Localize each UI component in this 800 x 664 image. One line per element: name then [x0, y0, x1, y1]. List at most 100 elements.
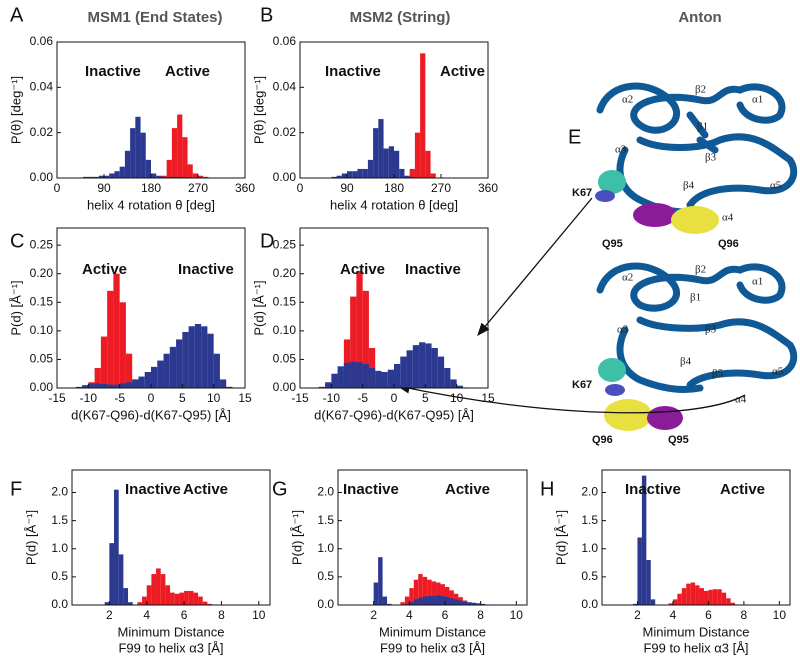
x-tick-label: 180: [384, 181, 404, 195]
x-tick-label: 8: [218, 608, 225, 622]
bar: [726, 598, 731, 605]
bar: [458, 600, 463, 605]
column-title: MSM1 (End States): [87, 9, 222, 26]
x-axis-label: d(K67-Q96)-d(K67-Q95) [Å]: [314, 407, 474, 422]
bar: [641, 475, 647, 605]
bar: [672, 599, 678, 605]
structure-label: β1: [690, 292, 701, 304]
bar: [337, 366, 344, 388]
x-tick-label: 6: [181, 608, 188, 622]
bar: [453, 599, 459, 605]
structure-label: β3: [705, 324, 717, 336]
bar: [456, 385, 463, 388]
series-label: Active: [183, 481, 228, 498]
panel-letter: E: [568, 126, 581, 148]
x-tick-label: 0: [54, 181, 61, 195]
y-tick-label: 0.10: [273, 323, 297, 337]
bar: [113, 384, 120, 388]
bar: [118, 554, 124, 605]
y-tick-label: 0.25: [30, 237, 54, 251]
y-axis-label: P(θ) [deg⁻¹]: [251, 76, 266, 144]
bar: [381, 372, 388, 388]
bar: [119, 166, 125, 178]
bar: [156, 568, 161, 605]
bar: [203, 176, 209, 178]
bar: [169, 346, 177, 388]
x-tick-label: 270: [188, 181, 208, 195]
bar: [213, 353, 220, 388]
y-axis-label: P(d) [Å⁻¹]: [8, 280, 23, 335]
y-tick-label: 0.20: [273, 266, 297, 280]
bar: [88, 383, 95, 388]
bar: [347, 171, 353, 178]
structure-label: α4: [722, 212, 734, 224]
bar: [107, 384, 114, 388]
bar: [362, 364, 369, 388]
bar: [192, 173, 198, 178]
structure-label: α4: [735, 394, 747, 406]
chart-panel: G 0.0 0.5 1.0 1.5 2.0 2 4 6 8 10 Minimum DistanceF9…: [272, 469, 528, 655]
plot-frame: [601, 469, 791, 606]
structure-label: α2: [622, 272, 633, 284]
bar: [157, 360, 164, 388]
arrow: [477, 197, 593, 336]
y-tick-label: 0.5: [581, 569, 598, 583]
bar: [350, 296, 357, 388]
bar: [686, 583, 691, 605]
bar: [471, 602, 477, 605]
structure-label: α1: [752, 276, 763, 288]
structure-label: α3: [617, 324, 629, 336]
bar: [419, 342, 426, 388]
bar: [721, 592, 727, 605]
bar: [170, 592, 175, 605]
bar: [119, 383, 126, 388]
y-tick-label: 0.02: [30, 125, 54, 139]
bar: [140, 132, 146, 178]
x-tick-label: 4: [670, 608, 677, 622]
bar: [440, 596, 445, 605]
series-label: Active: [445, 481, 490, 498]
bar: [420, 53, 426, 179]
y-tick-label: 0.00: [273, 170, 297, 184]
x-tick-label: 4: [406, 608, 413, 622]
x-tick-label: 270: [431, 181, 451, 195]
structure-label: β4: [683, 180, 695, 192]
bar: [404, 175, 410, 178]
bar: [343, 362, 351, 388]
bar: [146, 585, 152, 605]
bar: [409, 176, 415, 178]
bar: [437, 356, 445, 388]
structure-label: β2: [695, 84, 706, 96]
bar: [378, 557, 383, 605]
bar: [650, 599, 656, 605]
x-axis-label: helix 4 rotation θ [deg]: [87, 197, 215, 212]
y-tick-label: 1.0: [317, 541, 334, 555]
x-tick-label: 0: [391, 391, 398, 405]
bar: [425, 343, 432, 388]
series-label: Active: [440, 63, 485, 80]
y-tick-label: 1.0: [581, 541, 598, 555]
x-tick-label: 2: [106, 608, 113, 622]
x-tick-label: 0: [148, 391, 155, 405]
x-tick-label: 5: [179, 391, 186, 405]
bar: [160, 574, 166, 605]
x-axis-label: F99 to helix α3 [Å]: [380, 640, 485, 655]
y-tick-label: 1.0: [51, 541, 68, 555]
bar: [82, 385, 89, 388]
bar: [467, 602, 472, 605]
bar: [114, 171, 120, 178]
bar: [373, 128, 379, 178]
y-tick-label: 0.00: [273, 380, 297, 394]
x-axis-label: Minimum Distance: [379, 624, 486, 639]
bar: [182, 332, 189, 388]
y-tick-label: 2.0: [581, 485, 598, 499]
series-label: Inactive: [85, 63, 141, 80]
bar: [383, 148, 389, 178]
structure-label: β5: [712, 368, 724, 380]
bar: [341, 173, 347, 178]
bar: [414, 132, 421, 178]
bar: [394, 150, 400, 178]
panel-letter: H: [540, 478, 554, 500]
bar: [633, 603, 638, 605]
bar: [413, 599, 419, 605]
